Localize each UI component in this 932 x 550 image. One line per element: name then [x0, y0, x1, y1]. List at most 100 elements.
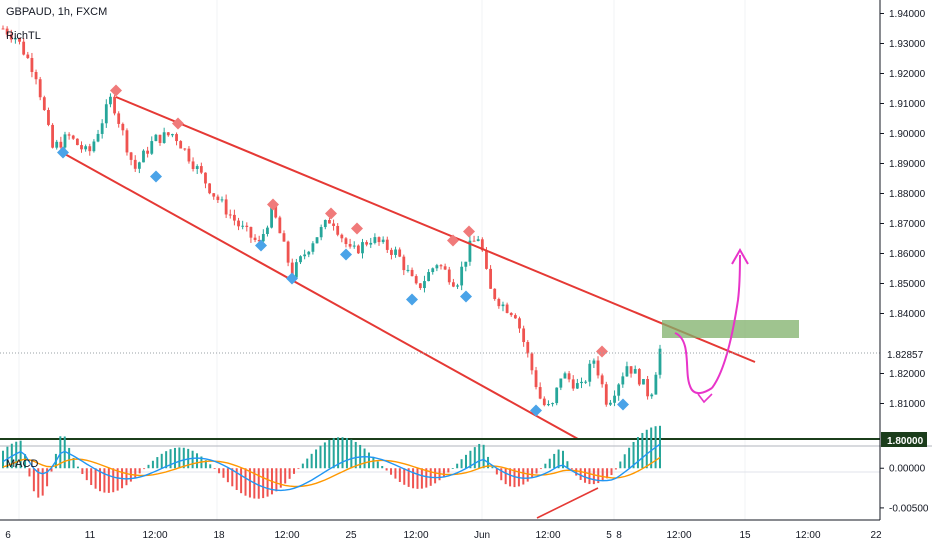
candle-body — [323, 220, 327, 228]
macd-histogram-bar — [125, 468, 128, 486]
macd-histogram-bar — [165, 451, 168, 469]
candle-body — [1, 28, 5, 30]
macd-histogram-bar — [614, 468, 617, 470]
y-tick-label: 1.84000 — [889, 309, 926, 320]
candle-body — [369, 242, 373, 245]
macd-histogram-bar — [553, 453, 556, 469]
y-tick-label: 1.91000 — [889, 99, 926, 110]
candle-body — [336, 225, 340, 235]
candle-body — [224, 199, 228, 215]
candle-body — [266, 227, 269, 234]
candle-body — [59, 141, 63, 148]
macd-histogram-bar — [222, 468, 225, 478]
candle-body — [518, 318, 521, 329]
y-tick-label: 1.90000 — [889, 129, 926, 140]
candle-body — [356, 245, 360, 254]
macd-histogram-bar — [328, 439, 331, 469]
x-tick-label: 18 — [213, 530, 225, 541]
candle-body — [125, 130, 129, 153]
trough-marker — [617, 398, 629, 411]
macd-histogram-bar — [85, 468, 88, 481]
candlestick-series — [1, 25, 662, 407]
candle-body — [228, 214, 232, 216]
x-tick-label: 12:00 — [403, 530, 428, 541]
macd-histogram-bar — [447, 468, 450, 473]
candle-body — [646, 379, 650, 397]
trough-marker — [150, 170, 162, 183]
candle-body — [464, 261, 468, 267]
macd-histogram-bar — [50, 468, 53, 472]
macd-histogram-bar — [509, 468, 512, 487]
candle-body — [191, 161, 195, 170]
candle-body — [522, 328, 526, 343]
macd-histogram-bar — [231, 468, 234, 487]
macd-histogram-bar — [403, 468, 406, 485]
candle-body — [113, 96, 116, 114]
candle-body — [658, 348, 662, 375]
candle-body — [245, 225, 249, 227]
macd-histogram-bar — [24, 454, 27, 469]
macd-histogram-bar — [81, 468, 84, 475]
candle-body — [559, 378, 563, 388]
candle-body — [629, 366, 633, 374]
macd-histogram-bar — [628, 447, 631, 469]
time-axis: 6 11 12:00 18 12:00 25 12:00 Jun 12:00 5 8 12:00 15 1… — [0, 519, 882, 541]
macd-histogram-bar — [416, 468, 419, 489]
candle-body — [282, 233, 286, 242]
candle-body — [439, 265, 443, 267]
macd-histogram-bar — [420, 468, 423, 489]
candle-body — [51, 124, 54, 148]
macd-histogram-bar — [495, 468, 498, 475]
macd-histogram-bar — [588, 468, 591, 485]
macd-histogram-bar — [354, 441, 357, 469]
candle-body — [42, 97, 46, 111]
macd-histogram-bar — [385, 468, 388, 471]
macd-histogram-bar — [381, 466, 384, 469]
macd-histogram-bar — [319, 445, 322, 469]
candle-body — [67, 134, 71, 136]
y-tick-label: 1.82000 — [889, 369, 926, 380]
candle-body — [5, 28, 9, 35]
candle-body — [137, 162, 141, 169]
macd-histogram-bar — [434, 468, 437, 484]
macd-histogram-bar — [464, 454, 467, 469]
macd-histogram-bar — [37, 468, 40, 498]
macd-histogram-bar — [522, 468, 525, 485]
indicator-label: RichTL — [6, 30, 41, 42]
macd-histogram-bar — [293, 468, 296, 474]
candle-body — [398, 249, 402, 257]
macd-signal-line — [2, 456, 661, 488]
candle-body — [162, 132, 166, 143]
macd-y-tick-label: 0.00000 — [889, 464, 926, 475]
candle-body — [352, 245, 356, 247]
candle-body — [241, 225, 245, 227]
candle-body — [460, 266, 464, 286]
macd-histogram-bar — [41, 468, 44, 496]
x-tick-label: Jun — [474, 530, 490, 541]
macd-histogram-bar — [143, 468, 146, 470]
macd-histogram-bar — [63, 436, 66, 469]
macd-histogram-bar — [257, 468, 260, 499]
candle-body — [13, 38, 17, 40]
candle-body — [294, 262, 298, 278]
candle-body — [253, 237, 257, 240]
candle-body — [47, 110, 50, 125]
candle-body — [129, 152, 133, 160]
macd-histogram-bar — [407, 468, 410, 487]
macd-histogram-bar — [473, 447, 476, 469]
candle-body — [443, 266, 447, 270]
peak-marker — [110, 84, 122, 97]
x-tick-label: 6 — [5, 530, 11, 541]
candle-body — [476, 239, 480, 242]
candle-body — [55, 141, 59, 148]
candle-body — [489, 268, 492, 289]
candle-body — [410, 269, 414, 277]
candle-body — [509, 312, 513, 316]
macd-histogram-bar — [592, 468, 595, 485]
candle-body — [88, 146, 92, 152]
candle-body — [18, 38, 21, 42]
macd-histogram-bar — [619, 461, 622, 469]
y-tick-label: 1.94000 — [889, 9, 926, 20]
candle-body — [332, 223, 335, 226]
macd-histogram-bar — [390, 468, 393, 475]
